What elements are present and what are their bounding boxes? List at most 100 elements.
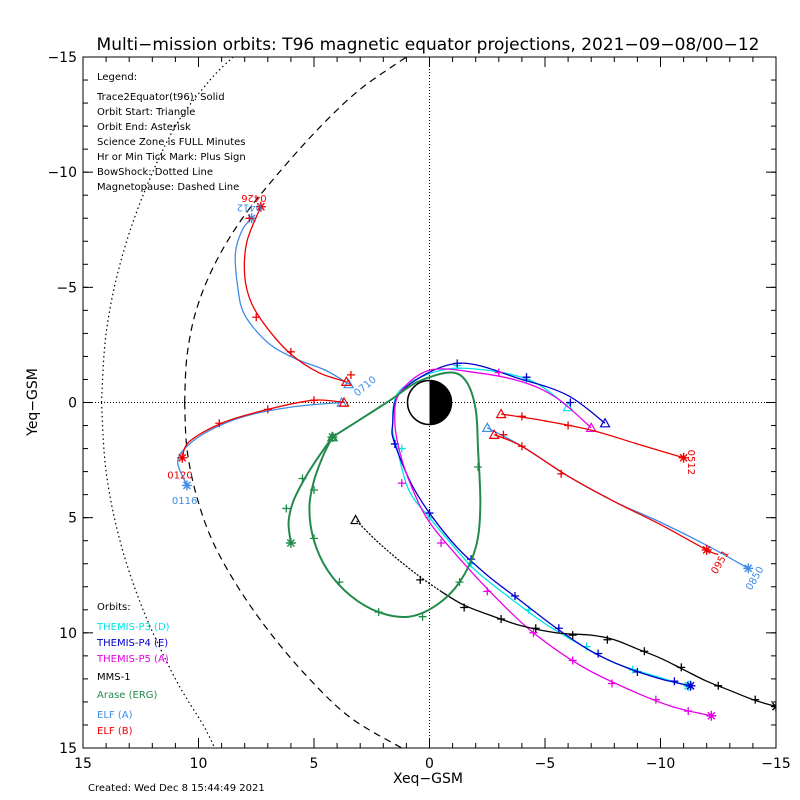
legend: Legend: Trace2Equator(t96): Solid Orbit … bbox=[96, 72, 246, 193]
time-label: 0426 bbox=[241, 192, 266, 203]
orbit-end-marker bbox=[685, 680, 696, 691]
tick-mark bbox=[684, 707, 693, 716]
tick-mark bbox=[677, 663, 686, 672]
tick-mark bbox=[594, 649, 603, 658]
tick-mark bbox=[568, 656, 577, 665]
tick-mark bbox=[252, 313, 261, 322]
tick-mark bbox=[286, 347, 295, 356]
legend-line: Trace2Equator(t96): Solid bbox=[96, 92, 225, 103]
magnetopause-line bbox=[184, 57, 407, 403]
tick-mark bbox=[564, 421, 573, 430]
magnetopause-line bbox=[184, 402, 403, 748]
time-label: 0512 bbox=[685, 450, 696, 475]
tick-mark bbox=[517, 442, 526, 451]
orbit-start-marker bbox=[481, 422, 493, 433]
orbit-end-marker bbox=[678, 452, 689, 463]
x-tick-label: −10 bbox=[646, 756, 676, 772]
tick-mark bbox=[282, 504, 291, 513]
tick-mark bbox=[714, 681, 723, 690]
orbit-start-marker bbox=[343, 378, 355, 389]
orbit-start-marker bbox=[495, 408, 507, 419]
orbit-start-marker bbox=[585, 422, 597, 433]
x-tick-label: 0 bbox=[425, 756, 434, 772]
orbit-end-marker bbox=[327, 432, 338, 443]
tick-mark bbox=[607, 679, 616, 688]
y-tick-label: −5 bbox=[56, 280, 77, 296]
tick-mark bbox=[416, 575, 425, 584]
tick-mark bbox=[460, 603, 469, 612]
legend-line: Orbit End: Asterisk bbox=[97, 122, 191, 133]
tick-mark bbox=[633, 667, 642, 676]
tick-mark bbox=[499, 430, 508, 439]
orbit-end-marker bbox=[181, 480, 192, 491]
tick-mark bbox=[298, 474, 307, 483]
orbit-start-marker bbox=[562, 401, 574, 412]
tick-mark bbox=[603, 635, 612, 644]
y-tick-label: 5 bbox=[68, 511, 77, 527]
tick-mark bbox=[437, 539, 446, 548]
y-tick-label: 15 bbox=[59, 741, 77, 757]
orbit-series-line bbox=[243, 206, 347, 383]
tick-mark bbox=[529, 628, 538, 637]
bowshock-line bbox=[100, 402, 216, 748]
time-label: 0116 bbox=[172, 496, 197, 507]
orbits-header: Orbits: bbox=[97, 602, 131, 613]
tick-mark bbox=[640, 647, 649, 656]
orbit-end-marker bbox=[706, 710, 717, 721]
legend-header: Legend: bbox=[97, 72, 137, 83]
tick-mark bbox=[397, 479, 406, 488]
tick-mark bbox=[346, 370, 355, 379]
tick-mark bbox=[483, 587, 492, 596]
y-tick-label: −10 bbox=[47, 165, 77, 181]
orbit-series-line bbox=[501, 413, 684, 459]
x-tick-label: −5 bbox=[535, 756, 556, 772]
tick-mark bbox=[568, 631, 577, 640]
orbit-start-marker bbox=[488, 429, 500, 439]
orbit-end-marker bbox=[255, 201, 266, 212]
legend-line: Science Zone is FULL Minutes bbox=[97, 137, 246, 148]
y-axis-label: Yeq−GSM bbox=[25, 368, 41, 437]
x-tick-label: 10 bbox=[190, 756, 208, 772]
tick-mark bbox=[455, 578, 464, 587]
tick-mark bbox=[557, 469, 566, 478]
orbit-legend: Orbits: THEMIS-P3 (D) THEMIS-P4 (E) THEM… bbox=[96, 602, 170, 737]
x-tick-label: 15 bbox=[74, 756, 92, 772]
chart-title: Multi−mission orbits: T96 magnetic equat… bbox=[97, 35, 760, 55]
orbit-start-marker bbox=[340, 376, 352, 386]
legend-line: BowShock: Dotted Line bbox=[97, 167, 213, 178]
orbit-legend-entry: THEMIS-P4 (E) bbox=[96, 638, 168, 649]
orbit-end-marker bbox=[177, 452, 188, 463]
tick-mark bbox=[310, 486, 318, 495]
orbit-series-line bbox=[234, 217, 349, 385]
y-tick-label: 0 bbox=[68, 396, 77, 412]
time-label: 0120 bbox=[167, 471, 192, 482]
x-tick-label: 5 bbox=[310, 756, 319, 772]
tick-mark bbox=[651, 695, 660, 704]
tick-mark bbox=[418, 612, 427, 621]
orbit-legend-entry: THEMIS-P5 (A) bbox=[96, 654, 169, 665]
tick-mark bbox=[517, 412, 526, 421]
tick-mark bbox=[522, 373, 531, 382]
tick-mark bbox=[751, 695, 760, 704]
orbit-end-marker bbox=[743, 563, 754, 574]
tick-mark bbox=[497, 615, 506, 624]
earth-nightside bbox=[429, 380, 452, 425]
orbit-legend-entry: ELF (A) bbox=[97, 710, 133, 721]
boundary-layer bbox=[100, 57, 407, 748]
y-tick-label: −15 bbox=[47, 50, 77, 66]
orbit-legend-entry: MMS-1 bbox=[97, 672, 131, 683]
earth-symbol bbox=[406, 379, 453, 426]
orbit-series-line bbox=[394, 368, 712, 717]
tick-mark bbox=[670, 677, 679, 686]
created-timestamp: Created: Wed Dec 8 15:44:49 2021 bbox=[88, 783, 265, 794]
x-tick-label: −15 bbox=[761, 756, 791, 772]
orbit-series-line bbox=[177, 401, 342, 486]
legend-line: Magnetopause: Dashed Line bbox=[97, 182, 239, 193]
tick-mark bbox=[494, 368, 503, 377]
orbit-start-marker bbox=[599, 417, 611, 428]
axis-ticks: 15 10 5 0 −5 −10 −15 −15 −10 −5 0 5 10 15 bbox=[47, 50, 790, 772]
tick-mark bbox=[335, 578, 344, 587]
legend-line: Hr or Min Tick Mark: Plus Sign bbox=[97, 152, 246, 163]
tick-mark bbox=[531, 624, 540, 633]
tick-mark bbox=[263, 405, 272, 414]
